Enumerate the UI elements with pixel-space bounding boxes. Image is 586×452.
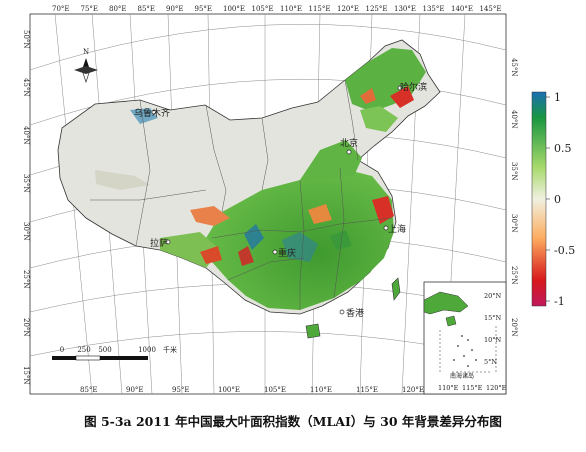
lon-bottom-label-2: 95°E	[172, 386, 190, 394]
city-markers	[151, 85, 403, 315]
inset-lon-2: 120°E	[486, 384, 507, 392]
city-label-shanghai: 上海	[388, 223, 406, 235]
lon-top-label-2: 80°E	[109, 5, 127, 13]
lat-left-label-4: 30°N	[22, 222, 30, 241]
lon-top-label-15: 145°E	[480, 5, 502, 13]
scale-tick-3: 1000	[138, 346, 156, 354]
city-label-chongqing: 重庆	[278, 247, 296, 259]
lon-top-label-9: 115°E	[309, 5, 331, 13]
lon-top-label-12: 130°E	[394, 5, 416, 13]
lon-bottom-label-3: 100°E	[218, 386, 240, 394]
lat-right-label-5: 20°N	[510, 318, 518, 337]
south-china-sea-inset: 20°N 15°N 10°N 5°N 南海诸岛 110°E 115°E 120°…	[423, 281, 507, 395]
lon-bottom-label-4: 105°E	[264, 386, 286, 394]
lat-left-label-1: 45°N	[22, 78, 30, 97]
legend-tick-1: 0.5	[554, 142, 572, 155]
lon-top-label-1: 75°E	[81, 5, 99, 13]
city-label-urumqi: 乌鲁木齐	[134, 107, 170, 119]
hainan-island	[305, 323, 321, 339]
lat-left-label-5: 25°N	[22, 270, 30, 289]
lon-top-label-5: 95°E	[195, 5, 213, 13]
lon-top-label-10: 120°E	[337, 5, 359, 13]
scale-unit: 千米	[163, 345, 177, 354]
inset-label: 南海诸岛	[450, 372, 474, 380]
lon-top-label-6: 100°E	[223, 5, 245, 13]
inset-lat-0: 20°N	[484, 292, 502, 300]
legend-tick-2: 0	[554, 193, 561, 206]
lat-right-label-2: 35°N	[510, 162, 518, 181]
lon-bottom-label-1: 90°E	[126, 386, 144, 394]
lon-top-label-3: 85°E	[138, 5, 156, 13]
north-label: N	[83, 48, 89, 56]
lon-top-label-4: 90°E	[166, 5, 184, 13]
city-label-hongkong: 香港	[346, 307, 364, 319]
legend-colorbar: 1 0.5 0 -0.5 -1	[531, 91, 575, 308]
inset-lon-1: 115°E	[462, 384, 483, 392]
city-label-beijing: 北京	[340, 137, 358, 149]
city-label-lhasa: 拉萨	[150, 237, 168, 249]
scale-tick-1: 250	[77, 346, 90, 354]
scale-tick-2: 500	[98, 346, 111, 354]
lon-top-label-11: 125°E	[366, 5, 388, 13]
legend-tick-0: 1	[554, 91, 561, 104]
lat-left-label-7: 15°N	[22, 366, 30, 385]
lon-top-label-8: 110°E	[280, 5, 302, 13]
lat-right-label-3: 30°N	[510, 214, 518, 233]
inset-lon-0: 110°E	[438, 384, 459, 392]
lon-top-label-14: 140°E	[451, 5, 473, 13]
lon-top-label-0: 70°E	[52, 5, 70, 13]
province-boundaries	[90, 79, 393, 310]
lat-labels-right: 45°N 40°N 35°N 30°N 25°N 20°N	[510, 58, 518, 337]
legend-tick-3: -0.5	[554, 244, 575, 257]
scale-bar: 0 250 500 1000 千米	[52, 345, 177, 361]
lon-bottom-label-5: 110°E	[310, 386, 332, 394]
lon-top-label-13: 135°E	[423, 5, 445, 13]
lat-right-label-4: 25°N	[510, 266, 518, 285]
inset-lat-2: 10°N	[484, 336, 502, 344]
lat-labels-left: 50°N 45°N 40°N 35°N 30°N 25°N 20°N 15°N	[22, 30, 30, 385]
lon-bottom-label-7: 120°E	[402, 386, 424, 394]
lon-labels-bottom: 85°E 90°E 95°E 100°E 105°E 110°E 115°E 120°E	[80, 386, 424, 394]
lon-labels-top: 70°E 75°E 80°E 85°E 90°E 95°E 100°E 105°E 110°E 1…	[52, 5, 501, 13]
lat-right-label-0: 45°N	[510, 58, 518, 77]
lon-top-label-7: 105°E	[252, 5, 274, 13]
legend-tick-4: -1	[554, 295, 565, 308]
city-label-harbin: 哈尔滨	[400, 81, 427, 93]
lat-left-label-3: 35°N	[22, 174, 30, 193]
city-labels: 乌鲁木齐 哈尔滨 北京 上海 拉萨 重庆 香港	[134, 81, 427, 319]
north-arrow-icon: N	[74, 48, 98, 83]
lat-left-label-0: 50°N	[22, 30, 30, 49]
lat-right-label-1: 40°N	[510, 110, 518, 129]
scale-tick-0: 0	[60, 346, 64, 354]
map-frame	[29, 13, 507, 395]
lon-bottom-label-6: 115°E	[356, 386, 378, 394]
taiwan-island	[391, 277, 401, 301]
figure-caption: 图 5-3a 2011 年中国最大叶面积指数（MLAI）与 30 年背景差异分布…	[84, 414, 502, 429]
vegetation-anomaly	[95, 48, 426, 310]
lat-left-label-6: 20°N	[22, 318, 30, 337]
lon-bottom-label-0: 85°E	[80, 386, 98, 394]
inset-lat-3: 5°N	[484, 358, 497, 366]
lat-left-label-2: 40°N	[22, 126, 30, 145]
inset-lat-1: 15°N	[484, 314, 502, 322]
